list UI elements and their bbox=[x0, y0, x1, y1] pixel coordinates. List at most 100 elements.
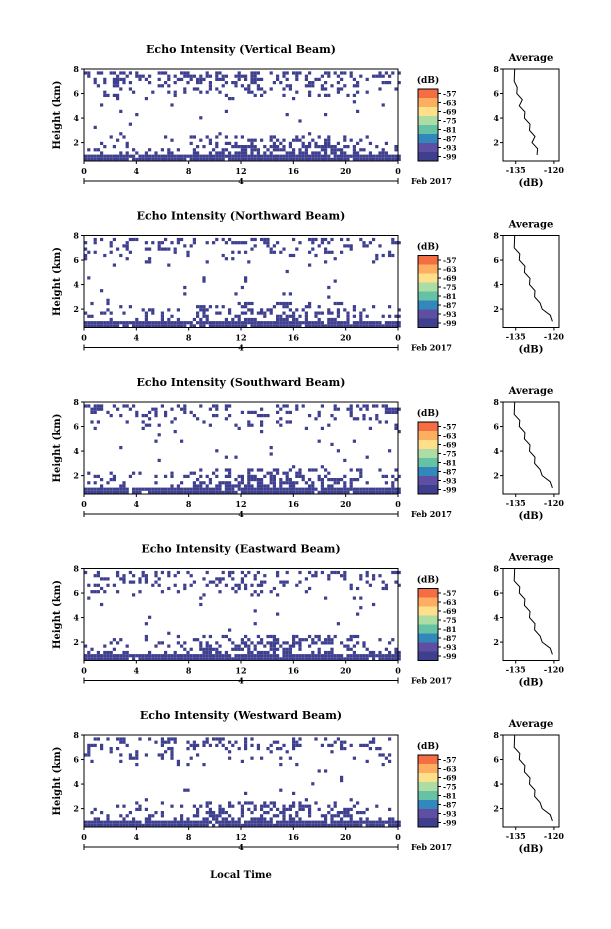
echo-cell bbox=[215, 490, 219, 494]
echo-cell bbox=[247, 484, 251, 488]
echo-cell bbox=[359, 490, 363, 494]
echo-cell bbox=[311, 324, 315, 328]
echo-cell bbox=[196, 321, 200, 325]
echo-cell bbox=[247, 650, 251, 655]
echo-cell bbox=[352, 84, 356, 88]
echo-cell bbox=[272, 487, 276, 491]
echo-cell bbox=[116, 490, 120, 494]
echo-cell bbox=[320, 641, 324, 645]
echo-cell bbox=[340, 87, 344, 91]
echo-cell bbox=[208, 138, 212, 142]
echo-cell bbox=[308, 570, 312, 575]
echo-cell bbox=[189, 756, 193, 760]
echo-cell bbox=[301, 638, 305, 642]
echo-cell bbox=[327, 295, 331, 299]
echo-cell bbox=[272, 634, 276, 639]
echo-cell bbox=[208, 634, 212, 639]
echo-cell bbox=[263, 484, 267, 488]
echo-cell bbox=[87, 250, 91, 254]
colorbar-segment bbox=[418, 642, 438, 652]
colorbar-segment bbox=[418, 755, 438, 765]
echo-cell bbox=[250, 237, 254, 242]
echo-cell bbox=[362, 490, 366, 494]
echo-cell bbox=[260, 420, 264, 424]
echo-cell bbox=[173, 250, 177, 254]
echo-cell bbox=[224, 241, 228, 245]
echo-cell bbox=[84, 157, 88, 161]
echo-cell bbox=[218, 132, 222, 136]
echo-cell bbox=[154, 321, 158, 325]
echo-cell bbox=[256, 87, 260, 91]
echo-cell bbox=[256, 654, 260, 658]
echo-cell bbox=[292, 465, 296, 469]
echo-cell bbox=[199, 487, 203, 491]
echo-cell bbox=[378, 244, 382, 248]
panel-title: Echo Intensity (Vertical Beam) bbox=[146, 43, 336, 56]
echo-cell bbox=[372, 260, 376, 264]
echo-cell bbox=[288, 644, 292, 648]
echo-cell bbox=[375, 257, 379, 261]
echo-cell bbox=[391, 484, 395, 488]
echo-cell bbox=[368, 650, 372, 655]
echo-cell bbox=[167, 570, 171, 575]
echo-cell bbox=[375, 747, 379, 751]
echo-cell bbox=[394, 423, 398, 427]
echo-cell bbox=[157, 753, 161, 757]
echo-cell bbox=[365, 820, 369, 824]
echo-cell bbox=[308, 154, 312, 158]
echo-cell bbox=[212, 490, 216, 494]
echo-cell bbox=[208, 324, 212, 328]
echo-cell bbox=[320, 484, 324, 488]
echo-cell bbox=[308, 634, 312, 639]
echo-cell bbox=[180, 237, 184, 242]
echo-cell bbox=[260, 321, 264, 325]
echo-cell bbox=[260, 481, 264, 485]
echo-cell bbox=[311, 157, 315, 161]
echo-cell bbox=[125, 487, 129, 491]
echo-cell bbox=[336, 811, 340, 815]
echo-cell bbox=[224, 317, 228, 322]
echo-cell bbox=[327, 811, 331, 815]
echo-cell bbox=[199, 820, 203, 824]
echo-cell bbox=[336, 321, 340, 325]
echo-cell bbox=[228, 324, 232, 328]
echo-cell bbox=[244, 740, 248, 744]
y-axis-label: Height (km) bbox=[52, 247, 63, 316]
echo-cell bbox=[269, 634, 273, 639]
echo-cell bbox=[333, 804, 337, 808]
echo-cell bbox=[276, 321, 280, 325]
echo-cell bbox=[202, 817, 206, 821]
echo-cell bbox=[276, 148, 280, 152]
echo-cell bbox=[359, 317, 363, 322]
echo-cell bbox=[244, 74, 248, 78]
echo-cell bbox=[224, 481, 228, 485]
echo-cell bbox=[256, 641, 260, 645]
echo-cell bbox=[346, 811, 350, 815]
echo-cell bbox=[231, 484, 235, 488]
echo-cell bbox=[228, 468, 232, 472]
echo-cell bbox=[285, 404, 289, 408]
echo-cell bbox=[279, 487, 283, 491]
echo-cell bbox=[218, 157, 222, 161]
echo-cell bbox=[231, 570, 235, 575]
echo-cell bbox=[244, 151, 248, 155]
echo-cell bbox=[269, 801, 273, 805]
echo-cell bbox=[148, 423, 152, 427]
echo-cell bbox=[141, 157, 145, 161]
echo-cell bbox=[180, 657, 184, 661]
echo-cell bbox=[388, 157, 392, 161]
echo-cell bbox=[234, 157, 238, 161]
echo-cell bbox=[295, 657, 299, 661]
echo-cell bbox=[317, 650, 321, 655]
echo-cell bbox=[311, 241, 315, 245]
echo-cell bbox=[285, 305, 289, 309]
echo-cell bbox=[196, 487, 200, 491]
echo-cell bbox=[90, 321, 94, 325]
echo-cell bbox=[244, 87, 248, 91]
echo-cell bbox=[151, 90, 155, 94]
echo-cell bbox=[148, 81, 152, 85]
echo-cell bbox=[250, 484, 254, 488]
echo-cell bbox=[288, 820, 292, 824]
echo-cell bbox=[359, 237, 363, 242]
echo-cell bbox=[368, 654, 372, 658]
